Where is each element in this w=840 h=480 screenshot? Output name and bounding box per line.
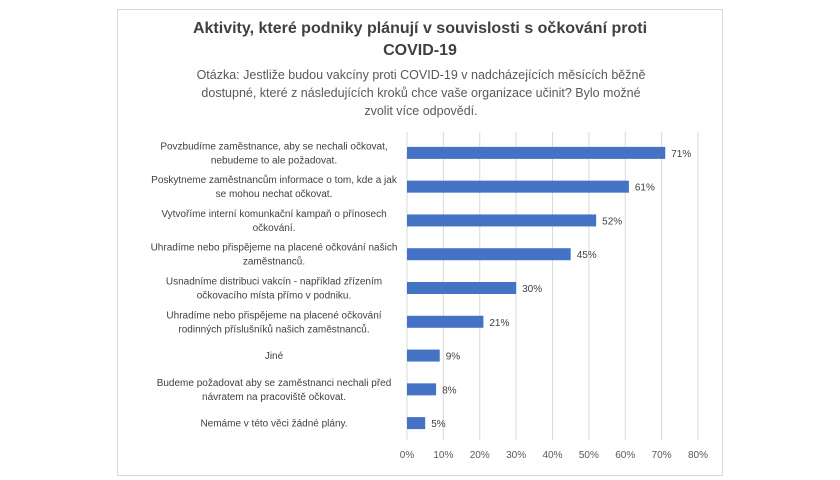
- category-label: Uhradíme nebo přispějeme na placené očko…: [151, 243, 398, 268]
- data-label: 45%: [577, 250, 597, 261]
- x-tick-label: 20%: [470, 450, 490, 461]
- data-label: 61%: [635, 183, 655, 194]
- x-tick-label: 70%: [652, 450, 672, 461]
- chart-title-line-1: Aktivity, které podniky plánují v souvis…: [192, 20, 648, 37]
- bar: [407, 248, 571, 261]
- data-label: 30%: [522, 284, 542, 295]
- data-label: 71%: [671, 149, 691, 160]
- data-label: 9%: [446, 352, 461, 363]
- bar: [407, 383, 437, 396]
- bar: [407, 315, 484, 328]
- chart-subtitle-line-1: Otázka: Jestliže budou vakcíny proti COV…: [196, 68, 646, 82]
- bar: [407, 282, 517, 294]
- chart-frame: Aktivity, které podniky plánují v souvis…: [117, 9, 723, 476]
- x-tick-label: 30%: [506, 450, 526, 461]
- bar: [407, 349, 440, 362]
- chart-title: Aktivity, které podniky plánují v souvis…: [118, 18, 722, 62]
- category-label: Usnadníme distribuci vakcín - například …: [166, 277, 382, 302]
- x-tick-label: 60%: [615, 450, 635, 461]
- category-label: Uhradíme nebo přispějeme na placené očko…: [166, 310, 381, 335]
- category-label: Poskytneme zaměstnancům informace o tom,…: [151, 174, 398, 200]
- data-label: 52%: [602, 216, 622, 227]
- data-label: 8%: [442, 385, 457, 396]
- category-label: Vytvoříme interní komunkační kampaň o př…: [161, 209, 386, 234]
- chart-subtitle: Otázka: Jestliže budou vakcíny proti COV…: [138, 66, 704, 120]
- category-label: Nemáme v této věci žádné plány.: [200, 419, 347, 430]
- category-label: Povzbudíme zaměstnance, aby se nechali o…: [160, 141, 387, 166]
- data-label: 21%: [489, 318, 509, 329]
- bar: [407, 146, 666, 159]
- x-tick-label: 40%: [542, 450, 562, 461]
- x-tick-label: 0%: [400, 450, 415, 461]
- bar: [407, 180, 629, 193]
- chart-subtitle-line-3: zvolit více odpovědí.: [364, 104, 478, 118]
- category-label: Budeme požadovat aby se zaměstnanci nech…: [157, 378, 392, 403]
- bar: [407, 214, 597, 227]
- x-tick-label: 10%: [433, 450, 453, 461]
- category-label: Jiné: [265, 351, 284, 362]
- data-label: 5%: [431, 419, 446, 430]
- x-tick-label: 50%: [579, 450, 599, 461]
- x-tick-label: 80%: [688, 450, 708, 461]
- chart-subtitle-line-2: dostupné, které z následujících kroků ch…: [201, 86, 641, 100]
- bar: [407, 417, 426, 430]
- chart-title-line-2: COVID-19: [383, 42, 457, 59]
